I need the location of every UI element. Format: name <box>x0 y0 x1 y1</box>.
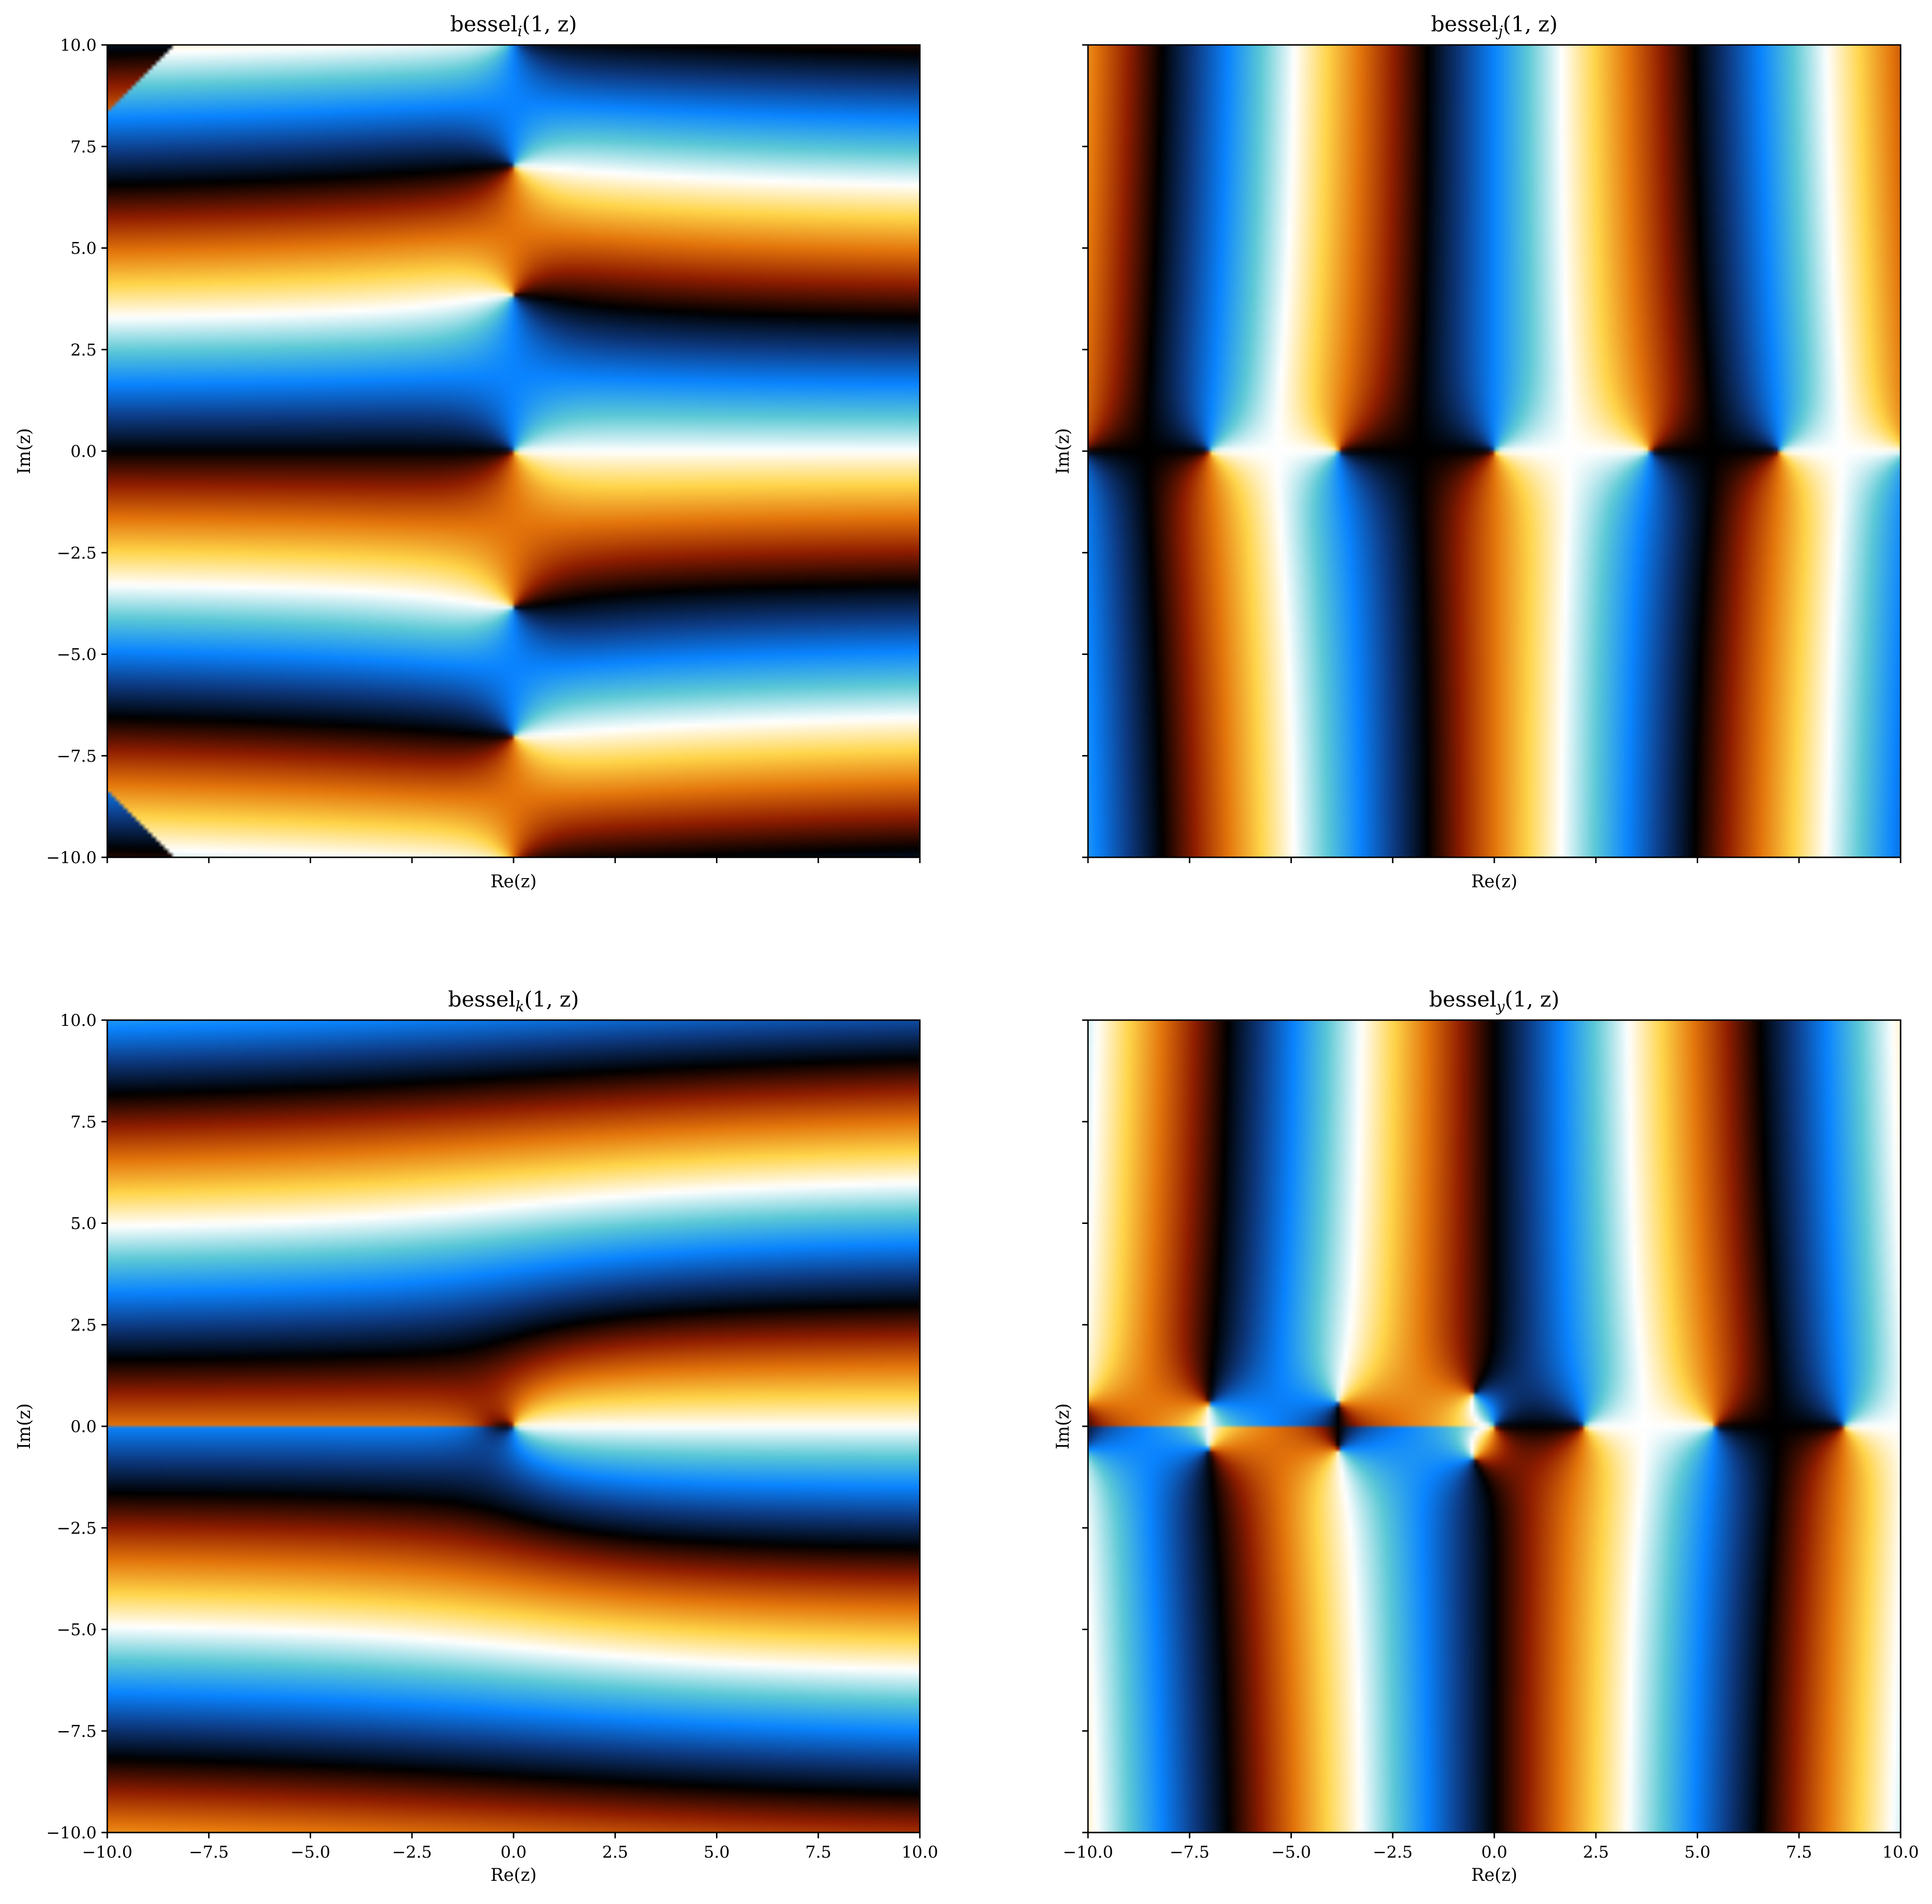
y-axis-label: Im(z) <box>1053 428 1073 474</box>
y-tick-label: 10.0 <box>60 36 97 55</box>
y-tick-label: −7.5 <box>57 747 97 766</box>
y-tick-label: 0.0 <box>71 442 97 461</box>
panel-bessel_j: besselj(1, z) Re(z) Im(z) <box>1053 12 1902 892</box>
y-tick-label: 2.5 <box>71 341 97 360</box>
x-axis-label: Re(z) <box>1471 872 1517 892</box>
title-function: bessel <box>448 987 515 1012</box>
y-tick-label: 10.0 <box>60 1011 97 1030</box>
title-subscript: k <box>515 998 524 1015</box>
y-tick-label: 5.0 <box>71 1214 97 1234</box>
x-tick-label: 5.0 <box>1684 1843 1710 1862</box>
title-function: bessel <box>1429 987 1496 1012</box>
y-axis-label: Im(z) <box>1053 1403 1073 1449</box>
x-tick-label: 7.5 <box>805 1843 831 1862</box>
panel-title: bessely(1, z) <box>1429 987 1560 1015</box>
y-tick-label: −7.5 <box>57 1722 97 1741</box>
panel-title: besselk(1, z) <box>448 987 579 1015</box>
panel-bessel_y: bessely(1, z) −10.0 −7.5 −5.0 −2.5 0.0 2.5 5.0 7… <box>1053 987 1919 1885</box>
x-tick-label: −2.5 <box>392 1843 432 1862</box>
x-tick-label: 2.5 <box>1583 1843 1609 1862</box>
x-tick-label: −10.0 <box>82 1843 132 1862</box>
x-tick-label: −5.0 <box>1271 1843 1311 1862</box>
x-tick-label: −7.5 <box>1170 1843 1210 1862</box>
y-tick-label: 7.5 <box>71 1112 97 1132</box>
x-tick-label: 10.0 <box>1882 1843 1919 1862</box>
y-tick-label: −2.5 <box>57 1519 97 1538</box>
y-tick-label: 7.5 <box>71 137 97 156</box>
x-tick-label: −5.0 <box>290 1843 330 1862</box>
title-function: bessel <box>1431 12 1498 37</box>
y-axis-label: Im(z) <box>14 428 34 474</box>
panel-title: besselj(1, z) <box>1431 12 1558 40</box>
panel-bessel_k: besselk(1, z) −10.0 −7.5 −5.0 −2.5 0.0 2.5 5.0 7… <box>14 987 938 1885</box>
title-subscript: i <box>517 23 522 40</box>
title-args: (1, z) <box>1504 987 1559 1012</box>
y-tick-label: 2.5 <box>71 1316 97 1335</box>
x-tick-label: −7.5 <box>189 1843 229 1862</box>
y-tick-label: −2.5 <box>57 543 97 563</box>
x-tick-label: 7.5 <box>1786 1843 1812 1862</box>
x-tick-label: −10.0 <box>1063 1843 1113 1862</box>
y-tick-label: −10.0 <box>46 1823 97 1843</box>
x-axis-label: Re(z) <box>490 872 536 892</box>
x-tick-label: 5.0 <box>703 1843 730 1862</box>
y-tick-label: −5.0 <box>57 645 97 665</box>
y-tick-label: 0.0 <box>71 1417 97 1436</box>
x-tick-label: 0.0 <box>1481 1843 1507 1862</box>
panel-title: besseli(1, z) <box>450 12 577 40</box>
title-function: bessel <box>450 12 517 37</box>
title-subscript: y <box>1496 998 1505 1015</box>
y-axis-label: Im(z) <box>14 1403 34 1449</box>
title-args: (1, z) <box>1503 12 1558 37</box>
y-tick-label: −5.0 <box>57 1620 97 1640</box>
phase-heatmap <box>1088 45 1901 857</box>
x-tick-label: 0.0 <box>501 1843 527 1862</box>
title-args: (1, z) <box>522 12 577 37</box>
y-tick-label: 5.0 <box>71 239 97 258</box>
x-axis-label: Re(z) <box>1471 1865 1517 1885</box>
phase-heatmap <box>1088 1020 1901 1833</box>
title-args: (1, z) <box>524 987 579 1012</box>
y-tick-label: −10.0 <box>46 848 97 867</box>
x-tick-label: 2.5 <box>602 1843 628 1862</box>
panel-bessel_i: besseli(1, z) −10.0 −7.5 −5.0 −2.5 0.0 2.5 5.0 7… <box>14 12 921 892</box>
x-axis-label: Re(z) <box>490 1865 536 1885</box>
phase-heatmap <box>107 1020 920 1833</box>
phase-heatmap <box>107 45 920 857</box>
x-tick-label: −2.5 <box>1373 1843 1413 1862</box>
x-tick-label: 10.0 <box>902 1843 938 1862</box>
